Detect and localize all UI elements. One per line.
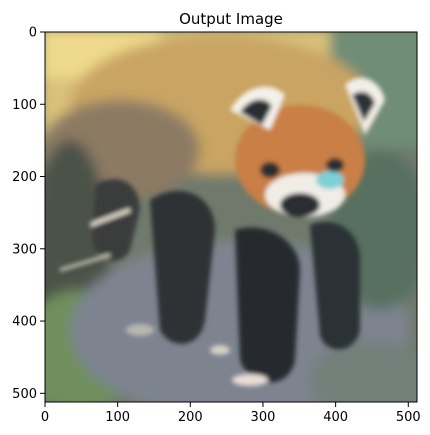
x-tick-label: 300 — [251, 410, 276, 425]
y-axis: 0 100 200 300 400 500 — [12, 26, 45, 402]
output-image — [45, 32, 417, 402]
axes-frame — [44, 31, 418, 403]
y-tick-label: 200 — [12, 170, 37, 185]
x-axis: 0 100 200 300 400 500 — [41, 402, 421, 425]
x-tick-label: 200 — [178, 410, 203, 425]
chart-title: Output Image — [179, 10, 283, 28]
y-tick-label: 100 — [12, 98, 37, 113]
x-tick-label: 0 — [41, 410, 49, 425]
y-tick-label: 300 — [12, 242, 37, 257]
y-tick-label: 500 — [12, 387, 37, 402]
x-tick-label: 100 — [105, 410, 130, 425]
x-tick-label: 400 — [323, 410, 348, 425]
y-tick-label: 0 — [29, 26, 37, 41]
y-tick-label: 400 — [12, 315, 37, 330]
x-tick-label: 500 — [396, 410, 421, 425]
